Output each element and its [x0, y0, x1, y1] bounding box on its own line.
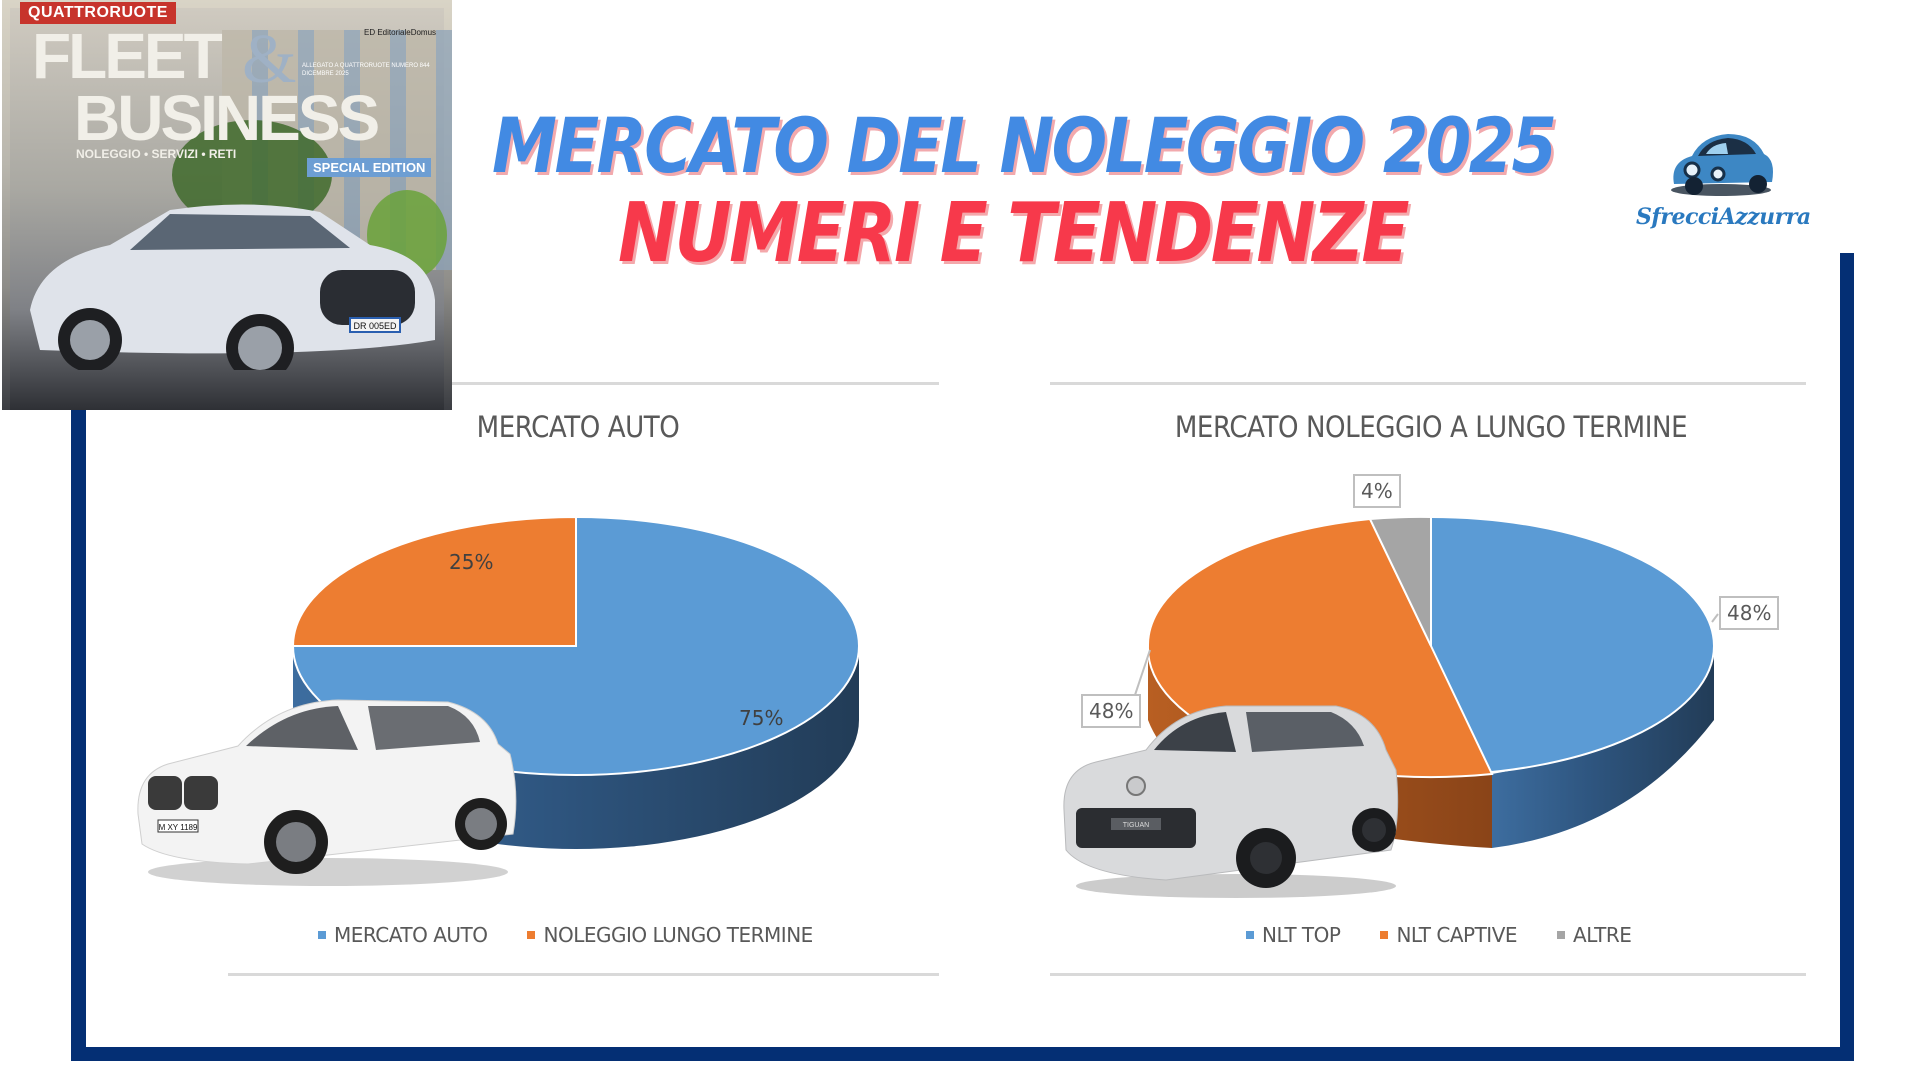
chart-left-top-rule	[452, 382, 939, 385]
chart-right-pie	[1146, 515, 1715, 848]
legend-item-noleggio-lungo-termine: NOLEGGIO LUNGO TERMINE	[527, 923, 813, 947]
legend-swatch-blue	[318, 931, 326, 939]
svg-text:M XY 1189: M XY 1189	[159, 823, 198, 832]
cover-special-edition-badge: SPECIAL EDITION	[307, 158, 432, 177]
legend-item-altre: ALTRE	[1557, 923, 1632, 947]
legend-swatch-orange	[1380, 931, 1389, 939]
chart-left-bottom-rule	[228, 973, 939, 976]
cover-subtitle: NOLEGGIO • SERVIZI • RETI	[76, 147, 237, 161]
pie-label-nlt-captive: 48%	[1081, 694, 1142, 728]
pie-label-altre: 4%	[1353, 474, 1401, 508]
chart-left-legend: MERCATO AUTO NOLEGGIO LUNGO TERMINE	[318, 923, 813, 947]
chart-right-legend: NLT TOP NLT CAPTIVE ALTRE	[1246, 923, 1632, 947]
chart-right-title: MERCATO NOLEGGIO A LUNGO TERMINE	[1174, 410, 1688, 444]
svg-text:DR 005ED: DR 005ED	[353, 321, 397, 331]
beetle-car-icon	[1671, 134, 1773, 196]
frame-border-right	[1840, 253, 1854, 1061]
page-title: MERCATO DEL NOLEGGIO 2025	[492, 101, 1557, 190]
legend-label: NOLEGGIO LUNGO TERMINE	[543, 923, 813, 947]
legend-item-nlt-captive: NLT CAPTIVE	[1380, 923, 1518, 947]
legend-label: NLT TOP	[1262, 923, 1341, 947]
cover-car-icon: DR 005ED	[30, 204, 435, 370]
cover-brand: QUATTRORUOTE	[20, 2, 176, 24]
cover-publisher: ED EditorialeDomus	[364, 28, 437, 37]
pie-label-mercato: 75%	[739, 706, 783, 730]
frame-border-left	[71, 410, 86, 1061]
bmw-x1-car-image: M XY 1189	[137, 699, 517, 886]
cover-headline-ampersand: &	[242, 21, 297, 98]
sfrecciazzurra-logo: SfrecciAzzurra	[1636, 118, 1811, 238]
legend-swatch-blue	[1246, 931, 1254, 939]
legend-swatch-gray	[1557, 931, 1566, 939]
legend-item-nlt-top: NLT TOP	[1246, 923, 1341, 947]
cover-headline-fleet: FLEET	[32, 20, 223, 92]
frame-border-bottom	[71, 1047, 1854, 1061]
page-subtitle: NUMERI E TENDENZE	[618, 186, 1410, 281]
pie-label-noleggio: 25%	[449, 550, 493, 574]
pie-label-nlt-top: 48%	[1719, 596, 1780, 630]
callout-leader-lines	[1134, 613, 1719, 696]
svg-text:TIGUAN: TIGUAN	[1123, 822, 1149, 829]
vw-tiguan-car-image: TIGUAN	[1063, 705, 1399, 898]
cover-attachment-note: ALLEGATO A QUATTRORUOTE NUMERO 844 DICEM…	[302, 63, 430, 77]
legend-label: MERCATO AUTO	[334, 923, 488, 947]
legend-item-mercato-auto: MERCATO AUTO	[318, 923, 488, 947]
cover-headline-business: BUSINESS	[74, 82, 380, 154]
legend-swatch-orange	[527, 931, 536, 939]
logo-text: SfrecciAzzurra	[1636, 204, 1811, 230]
magazine-cover-image: QUATTRORUOTE ED EditorialeDomus ALLEGATO…	[2, 0, 452, 410]
chart-left-title: MERCATO AUTO	[476, 410, 680, 444]
chart-right-bottom-rule	[1050, 973, 1806, 976]
legend-label: ALTRE	[1573, 923, 1632, 947]
legend-label: NLT CAPTIVE	[1396, 923, 1518, 947]
chart-right-top-rule	[1050, 382, 1806, 385]
